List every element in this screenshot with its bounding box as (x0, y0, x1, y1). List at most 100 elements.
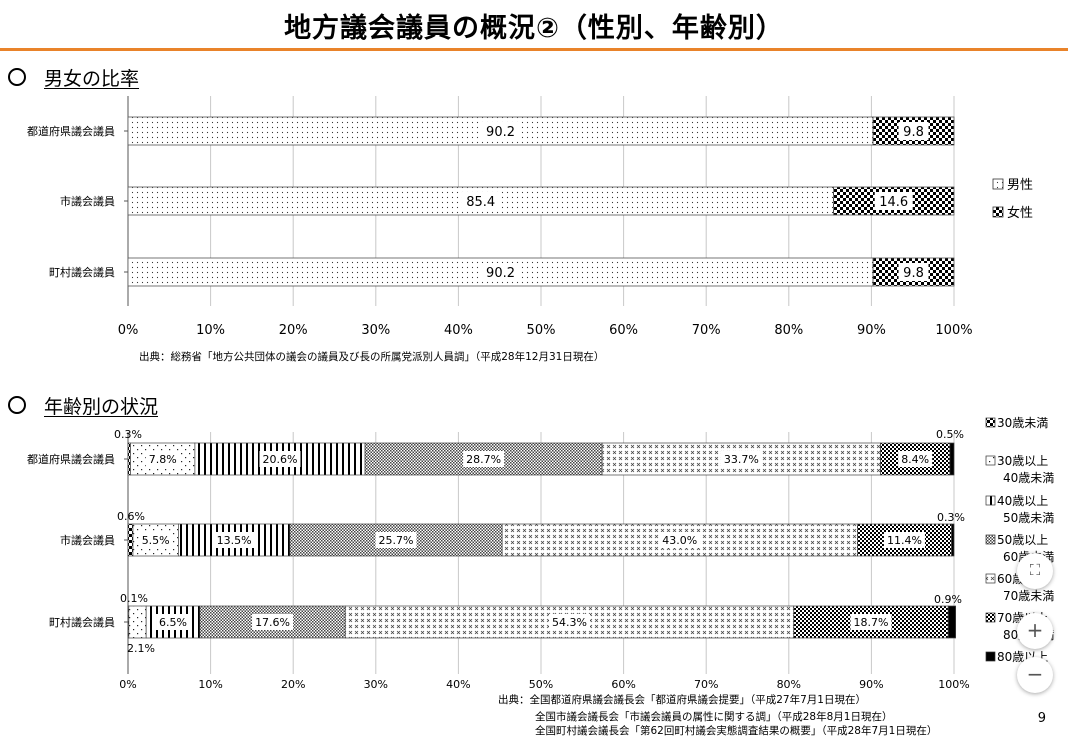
x-tick-label: 10% (196, 323, 225, 338)
bar-segment (127, 442, 131, 476)
data-label: 90.2 (486, 266, 515, 281)
bar-segment (833, 186, 955, 216)
data-label: 25.7% (379, 534, 414, 547)
legend-swatch (985, 534, 996, 545)
data-label-bg (138, 532, 173, 548)
bar-segment (127, 523, 134, 557)
data-label-bg (548, 614, 590, 630)
legend-swatch (985, 495, 996, 506)
legend-swatch (985, 612, 996, 623)
page-number: 9 (1037, 711, 1046, 726)
legend-label: 女性 (1007, 205, 1033, 221)
bar-segment (289, 523, 503, 557)
bar-segment (880, 442, 951, 476)
legend-label: 30歳未満 (997, 416, 1048, 430)
zoom-in-button[interactable]: + (1017, 613, 1053, 649)
age-heading-text: 年齢別の状況 (44, 396, 159, 418)
data-label: 33.7% (724, 453, 759, 466)
data-label: 0.6% (117, 510, 145, 523)
category-label: 市議会議員 (60, 533, 115, 547)
bar-segment (949, 442, 955, 476)
data-label: 13.5% (217, 534, 252, 547)
x-tick-label: 80% (777, 678, 801, 691)
bar-segment (132, 523, 179, 557)
minus-icon: − (1026, 662, 1044, 686)
data-label-bg (252, 614, 294, 630)
bar-segment (793, 605, 949, 639)
x-tick-label: 20% (279, 323, 308, 338)
data-label: 9.8 (903, 125, 924, 140)
x-tick-label: 10% (198, 678, 222, 691)
category-label: 町村議会議員 (49, 265, 115, 279)
zoom-out-button[interactable]: − (1017, 657, 1053, 693)
category-label: 都道府県議会議員 (27, 452, 115, 466)
bar-segment (127, 605, 130, 639)
bar-segment (501, 523, 858, 557)
bar-segment (947, 605, 957, 639)
x-tick-label: 80% (774, 323, 803, 338)
data-label-bg (213, 532, 255, 548)
data-label: 54.3% (552, 616, 587, 629)
data-label: 8.4% (901, 453, 929, 466)
x-tick-label: 0% (118, 323, 139, 338)
data-label-bg (659, 532, 701, 548)
data-label: 0.5% (936, 428, 964, 441)
legend-swatch (985, 651, 996, 662)
data-label: 0.1% (120, 592, 148, 605)
bar-segment (127, 116, 874, 146)
circle-bullet-icon (8, 396, 26, 414)
legend-swatch (992, 206, 1004, 218)
x-tick-label: 70% (692, 323, 721, 338)
x-tick-label: 50% (527, 323, 556, 338)
age-source-line-3: 全国町村議会議長会「第62回町村議会実態調査結果の概要」（平成28年7月1日現在… (535, 725, 938, 737)
fit-screen-button[interactable]: ⛶ (1017, 553, 1053, 589)
x-tick-label: 100% (935, 323, 972, 338)
bar-segment (601, 442, 881, 476)
bar-segment (199, 605, 346, 639)
age-section-heading: 年齢別の状況 (8, 392, 158, 419)
data-label-bg (481, 122, 520, 140)
data-label: 2.1% (127, 642, 155, 655)
data-label-bg (145, 451, 180, 467)
legend-label: 男性 (1007, 178, 1033, 193)
data-label: 17.6% (255, 616, 290, 629)
legend-label: 40歳以上 (997, 494, 1048, 508)
data-label: 18.7% (854, 616, 889, 629)
data-label-bg (259, 451, 301, 467)
x-tick-label: 30% (364, 678, 388, 691)
x-tick-label: 70% (694, 678, 718, 691)
x-tick-label: 60% (609, 323, 638, 338)
bar-segment (857, 523, 952, 557)
data-label-bg (720, 451, 762, 467)
gender-section-heading: 男女の比率 (8, 64, 139, 91)
x-tick-label: 60% (611, 678, 635, 691)
data-label: 5.5% (142, 534, 170, 547)
bar-segment (127, 257, 874, 287)
legend-label: 50歳以上 (997, 533, 1048, 547)
plus-icon: + (1026, 618, 1044, 642)
age-source-line-2: 全国市議会議長会「市議会議員の属性に関する調」（平成28年8月1日現在） (535, 711, 893, 723)
fit-screen-icon: ⛶ (1029, 561, 1041, 579)
data-label: 14.6 (879, 195, 908, 210)
data-label: 9.8 (903, 266, 924, 281)
bar-segment (127, 186, 834, 216)
data-label-bg (481, 263, 520, 281)
x-tick-label: 50% (529, 678, 553, 691)
data-label-bg (898, 122, 929, 140)
bar-segment (130, 442, 196, 476)
bar-segment (872, 257, 955, 287)
data-label-bg (898, 451, 933, 467)
title-underline (0, 48, 1068, 51)
data-label: 6.5% (159, 616, 187, 629)
legend-label: 50歳未満 (1003, 511, 1054, 525)
bar-segment (178, 523, 291, 557)
data-label-bg (375, 532, 417, 548)
gender-heading-text: 男女の比率 (44, 68, 140, 90)
legend-label: 30歳以上 (997, 454, 1048, 468)
data-label-bg (898, 263, 929, 281)
data-label: 20.6% (263, 453, 298, 466)
data-label: 85.4 (466, 195, 495, 210)
category-label: 市議会議員 (60, 194, 115, 208)
data-label: 7.8% (149, 453, 177, 466)
